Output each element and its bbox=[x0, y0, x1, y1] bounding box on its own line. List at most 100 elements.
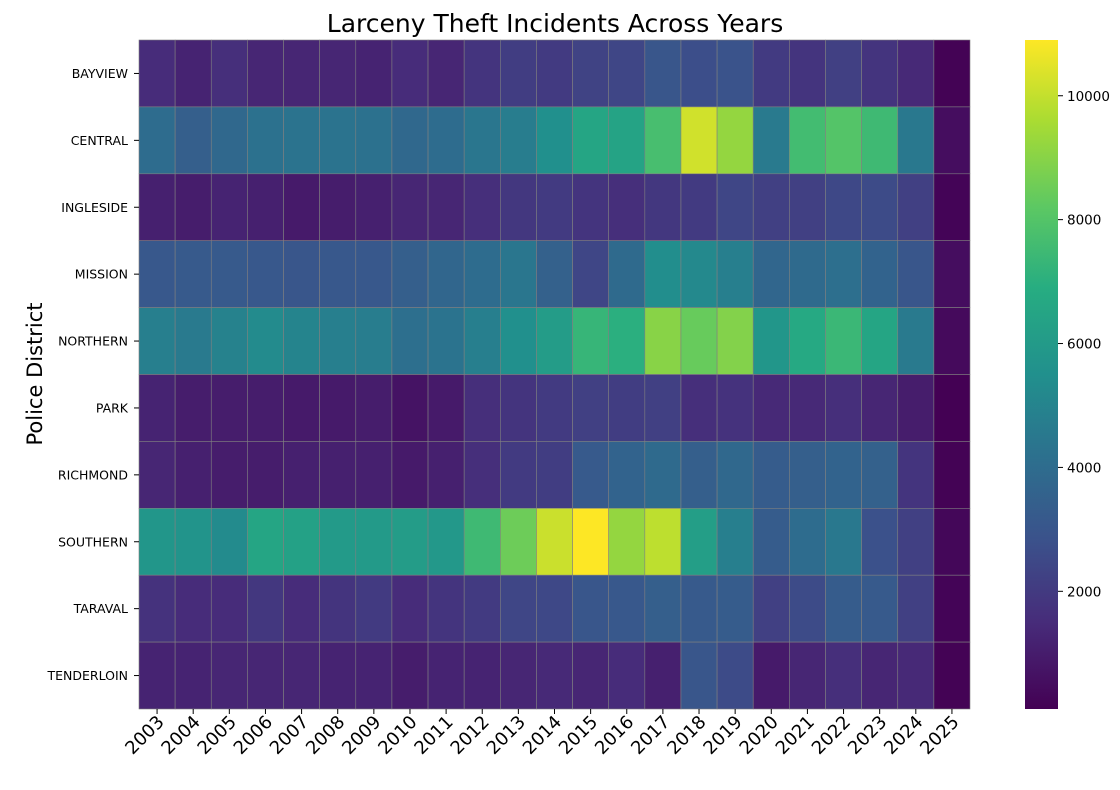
heatmap-cell-mission-2023 bbox=[861, 240, 899, 308]
heatmap-cell-ingleside-2014 bbox=[536, 173, 573, 242]
heatmap-cell-park-2022 bbox=[825, 374, 862, 442]
heatmap-cell-park-2017 bbox=[644, 374, 682, 442]
heatmap-cell-tenderloin-2016 bbox=[608, 641, 646, 710]
heatmap-cell-ingleside-2011 bbox=[427, 173, 465, 242]
heatmap-cell-central-2018 bbox=[680, 106, 718, 175]
heatmap-cell-mission-2012 bbox=[463, 240, 501, 308]
y-tick-label: NORTHERN bbox=[58, 334, 128, 349]
heatmap-cell-park-2013 bbox=[500, 374, 537, 442]
heatmap-cell-ingleside-2019 bbox=[716, 173, 754, 242]
heatmap-cell-park-2025 bbox=[933, 374, 971, 442]
heatmap-cell-richmond-2003 bbox=[138, 441, 176, 509]
heatmap-cell-central-2017 bbox=[644, 106, 682, 175]
heatmap-cell-tenderloin-2020 bbox=[752, 641, 790, 710]
heatmap-cell-northern-2015 bbox=[572, 307, 609, 375]
x-tick-label: 2009 bbox=[338, 712, 385, 759]
heatmap-cell-tenderloin-2012 bbox=[463, 641, 501, 710]
heatmap-cell-central-2022 bbox=[825, 106, 862, 175]
heatmap-cell-southern-2010 bbox=[391, 507, 429, 576]
heatmap-cell-richmond-2017 bbox=[644, 441, 682, 509]
colorbar-tick-label: 6000 bbox=[1067, 337, 1101, 353]
heatmap-cell-taraval-2012 bbox=[463, 574, 501, 643]
heatmap-cell-southern-2017 bbox=[644, 507, 682, 576]
heatmap-cell-park-2008 bbox=[319, 374, 357, 442]
heatmap-cell-bayview-2023 bbox=[861, 39, 899, 108]
heatmap-cell-northern-2010 bbox=[391, 307, 429, 375]
heatmap-cell-park-2023 bbox=[861, 374, 899, 442]
heatmap-cell-tenderloin-2013 bbox=[500, 641, 537, 710]
heatmap-cell-bayview-2009 bbox=[355, 39, 393, 108]
chart-title: Larceny Theft Incidents Across Years bbox=[327, 9, 783, 38]
heatmap-cell-central-2015 bbox=[572, 106, 609, 175]
heatmap-cell-bayview-2011 bbox=[427, 39, 465, 108]
colorbar-tick-label: 8000 bbox=[1067, 213, 1101, 229]
heatmap-cell-bayview-2022 bbox=[825, 39, 862, 108]
heatmap-cell-park-2003 bbox=[138, 374, 176, 442]
heatmap-cell-mission-2008 bbox=[319, 240, 357, 308]
heatmap-cell-bayview-2014 bbox=[536, 39, 573, 108]
heatmap-cell-richmond-2006 bbox=[247, 441, 284, 509]
heatmap-cell-bayview-2006 bbox=[247, 39, 284, 108]
heatmap-cell-taraval-2018 bbox=[680, 574, 718, 643]
y-axis-label: Police District bbox=[23, 302, 47, 445]
heatmap-cell-northern-2014 bbox=[536, 307, 573, 375]
heatmap-cell-taraval-2022 bbox=[825, 574, 862, 643]
heatmap-cell-southern-2007 bbox=[283, 507, 320, 576]
heatmap-cell-northern-2012 bbox=[463, 307, 501, 375]
heatmap-cell-southern-2015 bbox=[572, 507, 609, 576]
x-tick-label: 2020 bbox=[736, 712, 783, 759]
heatmap-cell-park-2005 bbox=[210, 374, 248, 442]
x-tick-label: 2023 bbox=[844, 712, 891, 759]
heatmap-cell-richmond-2018 bbox=[680, 441, 718, 509]
heatmap-cell-central-2019 bbox=[716, 106, 754, 175]
heatmap-cell-tenderloin-2023 bbox=[861, 641, 899, 710]
heatmap-cell-taraval-2019 bbox=[716, 574, 754, 643]
heatmap-cell-richmond-2004 bbox=[174, 441, 212, 509]
y-tick-label: TARAVAL bbox=[73, 601, 128, 616]
heatmap-cell-mission-2016 bbox=[608, 240, 646, 308]
heatmap-cell-bayview-2007 bbox=[283, 39, 320, 108]
heatmap-cell-southern-2021 bbox=[789, 507, 826, 576]
heatmap-cell-richmond-2023 bbox=[861, 441, 899, 509]
heatmap-cell-central-2010 bbox=[391, 106, 429, 175]
heatmap-cell-ingleside-2022 bbox=[825, 173, 862, 242]
heatmap-cell-taraval-2009 bbox=[355, 574, 393, 643]
heatmap-cell-northern-2017 bbox=[644, 307, 682, 375]
heatmap-cell-bayview-2025 bbox=[933, 39, 971, 108]
heatmap-cell-mission-2020 bbox=[752, 240, 790, 308]
heatmap-cell-southern-2024 bbox=[897, 507, 935, 576]
heatmap-cell-southern-2006 bbox=[247, 507, 284, 576]
heatmap-cell-mission-2013 bbox=[500, 240, 537, 308]
heatmap-cell-bayview-2017 bbox=[644, 39, 682, 108]
heatmap-cell-southern-2008 bbox=[319, 507, 357, 576]
heatmap-cell-northern-2025 bbox=[933, 307, 971, 375]
heatmap-cell-ingleside-2024 bbox=[897, 173, 935, 242]
heatmap-cell-central-2025 bbox=[933, 106, 971, 175]
heatmap-cell-taraval-2021 bbox=[789, 574, 826, 643]
heatmap-cell-ingleside-2010 bbox=[391, 173, 429, 242]
x-tick-label: 2024 bbox=[880, 712, 927, 759]
heatmap-cell-southern-2013 bbox=[500, 507, 537, 576]
heatmap-cell-bayview-2004 bbox=[174, 39, 212, 108]
x-tick-label: 2019 bbox=[699, 712, 746, 759]
heatmap-cell-southern-2018 bbox=[680, 507, 718, 576]
heatmap-cell-taraval-2020 bbox=[752, 574, 790, 643]
x-tick-label: 2013 bbox=[483, 712, 530, 759]
heatmap-cell-ingleside-2025 bbox=[933, 173, 971, 242]
heatmap-cell-taraval-2003 bbox=[138, 574, 176, 643]
heatmap-cell-richmond-2022 bbox=[825, 441, 862, 509]
heatmap-cell-central-2009 bbox=[355, 106, 393, 175]
x-tick-label: 2003 bbox=[121, 712, 168, 759]
heatmap-cell-tenderloin-2005 bbox=[210, 641, 248, 710]
heatmap-cell-tenderloin-2018 bbox=[680, 641, 718, 710]
y-tick-label: SOUTHERN bbox=[58, 534, 128, 549]
heatmap-cell-mission-2011 bbox=[427, 240, 465, 308]
heatmap-cell-central-2004 bbox=[174, 106, 212, 175]
heatmap-cell-ingleside-2007 bbox=[283, 173, 320, 242]
heatmap-cell-bayview-2019 bbox=[716, 39, 754, 108]
heatmap-cell-taraval-2025 bbox=[933, 574, 971, 643]
colorbar-tick-label: 10000 bbox=[1067, 89, 1110, 105]
heatmap-cell-southern-2020 bbox=[752, 507, 790, 576]
x-tick-label: 2018 bbox=[663, 712, 710, 759]
heatmap-cell-bayview-2020 bbox=[752, 39, 790, 108]
